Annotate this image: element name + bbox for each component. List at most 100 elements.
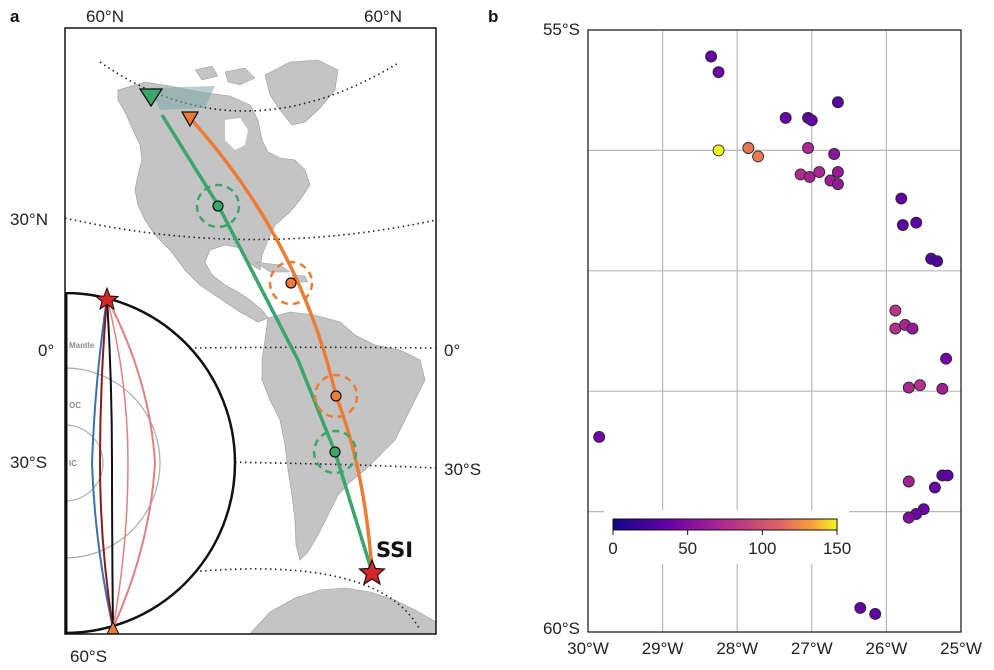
orange-ray-path [188,116,374,573]
north-america-landmass [117,81,311,323]
south-america-landmass [261,311,426,561]
outer-core-label: OC [69,401,81,410]
x-tick-label: 29°W [642,639,684,658]
antarctica-landmass [249,587,436,634]
scatter-point [712,66,725,79]
scatter-point [712,144,725,157]
lat-label-60n-right: 60°N [364,7,402,26]
inner-core-boundary [65,424,104,502]
ray-path-black [106,297,114,629]
scatter-point [869,607,882,620]
scatter-point [802,142,815,154]
panel-a-label: a [10,7,20,26]
colorbar-tick-label: 50 [678,539,697,558]
ray-path-blue [90,297,114,629]
scatter-point [752,150,765,163]
scatter-point [936,382,949,395]
scatter-point [928,481,941,494]
orange-pierce-circle-south [313,373,359,419]
orange-receiver-triangle [180,111,200,128]
latitude-line-30s [65,460,436,469]
colorbar-background [604,510,849,564]
colorbar-tick-label: 150 [823,539,851,558]
map-area: Mantle OC IC [65,59,436,634]
latitude-line-60s [189,568,421,631]
receiver-array-region [150,86,215,110]
scatter-point [896,219,909,231]
x-tick-label: 25°W [940,639,982,658]
scatter-point [931,255,944,268]
ray-path-pink [106,297,157,629]
scatter-point [828,148,841,160]
panel-a: a 60°N 60°N 30°N 0° 0° 30°S 30°S 60°S [10,7,481,666]
scatter-point [805,114,818,127]
green-ray-path [160,114,374,573]
scatter-points [593,50,954,620]
greenland-landmass [264,59,339,126]
latitude-line-30n [65,217,436,241]
colorbar-ticks: 0 50 100 150 [608,530,851,558]
arctic-island [224,67,256,86]
lat-label-30n: 30°N [10,210,48,229]
scatter-point [813,166,826,179]
panel-b-label: b [488,7,498,26]
scatter-point [906,322,919,335]
orange-pierce-point-south [330,390,342,402]
green-pierce-circle-south [312,429,358,475]
latitude-line-60n [99,61,401,112]
ray-path-darkred [98,297,114,629]
lat-label-60s: 60°S [70,647,107,666]
x-tick-labels: 30°W 29°W 28°W 27°W 26°W 25°W [567,639,982,658]
earth-cross-section-inset [65,292,237,634]
inset-source-star [94,286,120,311]
scatter-point [902,475,915,488]
outer-core-boundary [65,367,161,559]
colorbar-tick-label: 100 [748,539,776,558]
plot-frame [587,29,962,633]
orange-pierce-circle-north [268,260,314,306]
source-star [357,558,387,586]
lat-label-30s-left: 30°S [10,453,47,472]
scatter-point [895,192,908,205]
lat-label-eq-left: 0° [38,341,54,360]
green-pierce-point-south [329,446,341,458]
arctic-island [194,65,219,81]
y-tick-label: 60°S [543,619,580,638]
lat-label-30s-right: 30°S [444,460,481,479]
scatter-point [914,379,926,392]
x-tick-label: 27°W [791,639,833,658]
scatter-point [831,178,844,191]
y-tick-label: 55°S [543,20,580,39]
scatter-point [902,511,915,524]
inset-receiver-triangle [106,620,120,634]
scatter-point [831,96,844,109]
orange-pierce-point-north [285,277,297,289]
colorbar-tick-label: 0 [608,539,617,558]
lat-label-60n-left: 60°N [86,7,124,26]
x-tick-label: 28°W [716,639,758,658]
map-frame [64,27,437,635]
lat-label-eq-right: 0° [444,341,460,360]
scatter-point [705,50,718,63]
y-tick-labels: 55°S 60°S [543,20,580,638]
scatter-point [779,111,792,124]
scatter-point [742,142,755,154]
scatter-point [831,166,844,179]
latitude-line-equator [65,346,436,351]
green-receiver-triangle [138,88,164,108]
hudson-bay [225,118,248,150]
inner-core-label: IC [69,459,77,468]
scatter-point [940,352,953,365]
colorbar-gradient [612,518,838,531]
x-tick-label: 30°W [567,639,609,658]
mantle-label: Mantle [69,341,95,350]
panel-b: b 30°W 29°W 28°W 27°W 26°W 25°W 55°S 60°S 0 50 1… [488,7,982,658]
ray-path-pink-inner [106,297,129,629]
scatter-point [910,216,923,229]
scatter-point [593,431,606,443]
colorbar: 0 50 100 150 [604,510,851,564]
scatter-point [889,304,902,317]
green-pierce-circle-north [195,183,241,229]
source-label: SSI [376,538,413,562]
